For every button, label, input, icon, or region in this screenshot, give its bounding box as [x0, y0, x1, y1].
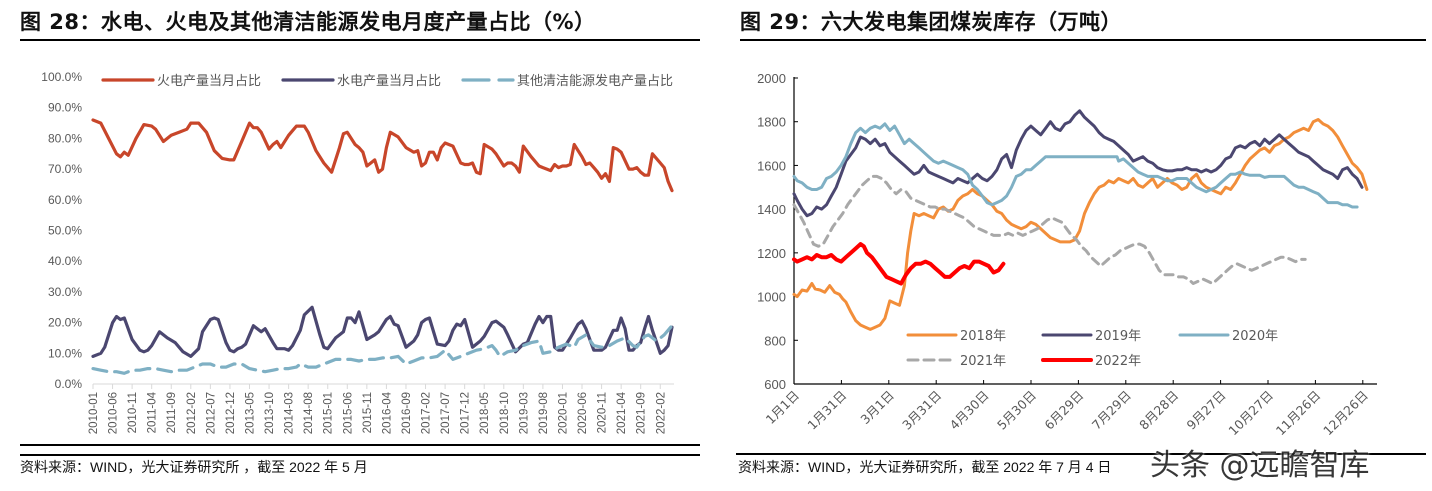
chart-fig28: 0.0% 10.0% 20.0% 30.0% 40.0% 50.0% 60.0% 70.0% 8…: [41, 70, 674, 434]
series-line-3: [91, 324, 674, 375]
legend-label: 其他清洁能源发电产量占比: [517, 73, 673, 89]
x-tick-label: 2012-07: [205, 392, 217, 434]
x-tick-label: 3月31日: [899, 388, 944, 433]
x-tick-label: 2020-06: [577, 392, 589, 434]
y-tick-label: 40.0%: [48, 254, 82, 268]
x-tick-label: 10月27日: [1225, 388, 1276, 439]
x-tick-label: 2012-02: [186, 392, 198, 434]
footer-divider: [20, 444, 700, 446]
x-tick-label: 2020-01: [557, 392, 569, 434]
x-tick-label: 2015-06: [342, 392, 354, 434]
chart-title: 图 28：水电、火电及其他清洁能源发电月度产量占比（%）: [20, 10, 596, 34]
x-tick-label: 12月26日: [1320, 388, 1371, 439]
y-tick-label: 1600: [757, 158, 786, 173]
legend-label: 水电产量当月占比: [337, 74, 441, 89]
x-tick-label: 2018-10: [499, 392, 511, 434]
x-tick-label: 6月29日: [1041, 388, 1086, 433]
x-tick-label: 2011-04: [147, 391, 159, 433]
y-tick-label: 100.0%: [41, 70, 82, 84]
legend-label: 2018年: [960, 329, 1006, 344]
legend-label: 2020年: [1232, 329, 1278, 344]
x-tick-label: 2021-04: [616, 391, 628, 434]
y-tick-label: 1200: [757, 246, 786, 261]
x-tick-label: 1月1日: [763, 388, 803, 428]
x-tick-label: 2010-01: [88, 392, 100, 434]
source-note: 资料来源：WIND，光大证券研究所，截至 2022 年 7 月 4 日: [738, 459, 1112, 475]
x-tick-label: 2013-10: [264, 392, 276, 434]
y-tick-label: 90.0%: [48, 101, 82, 115]
title-divider: [20, 39, 700, 41]
x-tick-label: 2011-09: [166, 392, 178, 433]
x-tick-label: 2017-07: [440, 392, 452, 434]
y-tick-label: 70.0%: [48, 162, 82, 176]
x-tick-label: 2017-12: [460, 392, 472, 434]
x-tick-label: 3月1日: [857, 388, 897, 428]
y-tick-label: 50.0%: [48, 224, 82, 238]
panel-fig29: 图 29：六大发电集团煤炭库存（万吨） 600 800 1000 1200 1400 16…: [716, 0, 1432, 491]
x-tick-label: 2014-08: [303, 392, 315, 434]
x-tick-label: 5月30日: [994, 388, 1039, 433]
series-line-2020年: [792, 122, 1359, 209]
legend-label: 2019年: [1095, 329, 1141, 344]
y-tick-label: 30.0%: [48, 285, 82, 299]
x-tick-label: 8月28日: [1136, 388, 1181, 433]
source-note: 资料来源：WIND，光大证券研究所 ，截至 2022 年 5 月: [20, 459, 368, 475]
x-tick-label: 2020-11: [597, 392, 609, 433]
y-tick-label: 10.0%: [48, 346, 82, 360]
x-tick-label: 9月27日: [1184, 388, 1229, 433]
series-line-1: [91, 118, 674, 193]
y-tick-label: 1400: [757, 202, 786, 217]
x-tick-label: 1月31日: [804, 388, 849, 433]
x-tick-label: 2017-02: [421, 392, 433, 434]
series-line-2021年: [792, 174, 1307, 285]
series-line-2018年: [792, 118, 1369, 331]
x-tick-label: 2016-04: [381, 391, 393, 434]
legend-label: 2021年: [960, 354, 1006, 369]
series-line-2022年: [792, 242, 1006, 286]
x-tick-label: 2013-05: [244, 392, 256, 434]
x-tick-label: 11月26日: [1273, 388, 1324, 439]
x-tick-label: 2010-06: [108, 392, 120, 434]
x-tick-label: 2012-12: [225, 392, 237, 434]
x-tick-label: 2015-11: [362, 392, 374, 433]
x-tick-label: 2014-03: [284, 392, 296, 434]
title-divider: [740, 39, 1426, 41]
x-tick-label: 2022-02: [655, 392, 667, 434]
y-tick-label: 1000: [757, 290, 786, 305]
x-tick-label: 2019-03: [518, 392, 530, 434]
x-tick-label: 2019-08: [538, 392, 550, 434]
legend-label: 火电产量当月占比: [157, 74, 261, 89]
y-tick-label: 0.0%: [55, 377, 83, 391]
y-tick-label: 2000: [757, 71, 786, 86]
y-tick-label: 60.0%: [48, 193, 82, 207]
x-tick-label: 4月30日: [947, 388, 992, 433]
footer-divider: [20, 454, 700, 456]
x-tick-label: 2010-11: [127, 392, 139, 433]
x-tick-label: 2015-01: [323, 392, 335, 434]
y-tick-label: 20.0%: [48, 316, 82, 330]
panel-fig28: 图 28：水电、火电及其他清洁能源发电月度产量占比（%） 0.0% 10.0% 20…: [20, 10, 700, 475]
x-tick-label: 2021-09: [636, 392, 648, 434]
series-line-2: [91, 305, 674, 358]
y-tick-label: 600: [764, 377, 786, 392]
legend-label: 2022年: [1095, 354, 1141, 369]
series-line-2019年: [792, 109, 1364, 218]
x-tick-label: 2018-05: [479, 392, 491, 434]
x-tick-label: 2016-09: [401, 392, 413, 434]
watermark: 头条 @远瞻智库: [1150, 448, 1370, 483]
y-tick-label: 80.0%: [48, 131, 82, 145]
chart-title: 图 29：六大发电集团煤炭库存（万吨）: [740, 10, 1123, 34]
x-tick-label: 7月29日: [1089, 388, 1134, 433]
footer-divider: [736, 453, 1426, 455]
y-tick-label: 800: [764, 333, 786, 348]
y-tick-label: 1800: [757, 115, 786, 130]
